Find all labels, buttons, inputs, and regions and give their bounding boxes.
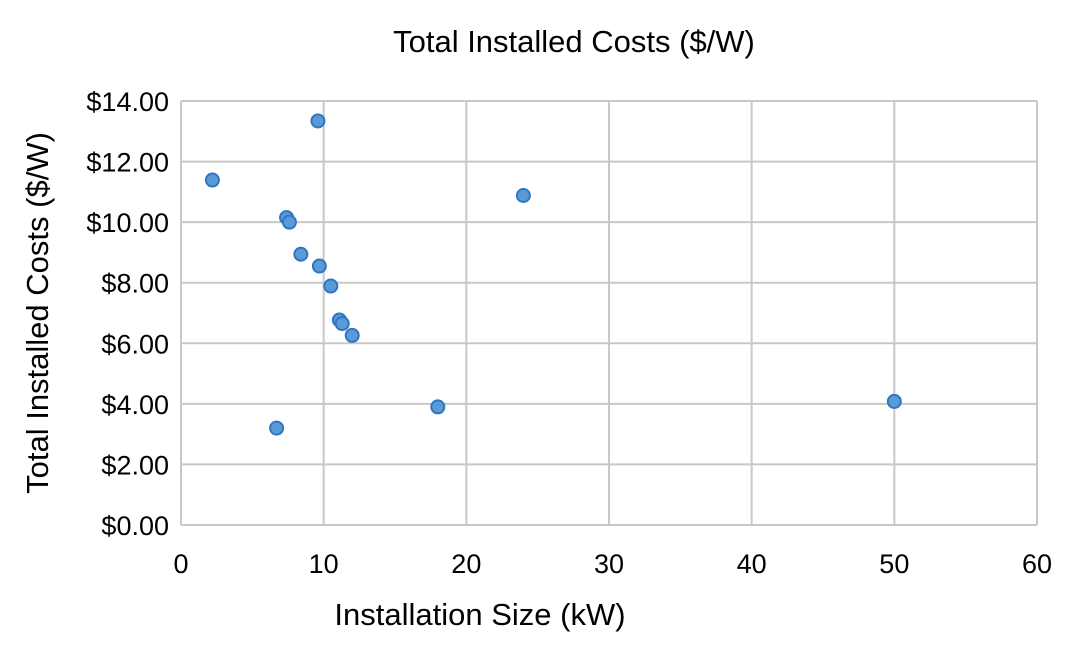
y-tick-label: $10.00 bbox=[86, 208, 169, 238]
data-point bbox=[334, 316, 350, 332]
x-tick-label: 50 bbox=[879, 549, 909, 579]
gridlines bbox=[180, 100, 1038, 526]
y-tick-label: $6.00 bbox=[101, 329, 169, 359]
data-point bbox=[293, 246, 309, 262]
x-tick-label: 0 bbox=[173, 549, 188, 579]
y-tick-label: $8.00 bbox=[101, 269, 169, 299]
data-point bbox=[430, 399, 446, 415]
x-tick-label: 30 bbox=[594, 549, 624, 579]
y-axis-label: Total Installed Costs ($/W) bbox=[20, 132, 55, 494]
data-point bbox=[886, 393, 902, 409]
y-tick-label: $12.00 bbox=[86, 148, 169, 178]
data-point bbox=[311, 258, 327, 274]
y-tick-labels: $0.00 $2.00 $4.00 $6.00 $8.00 $10.00 $12.00 $14… bbox=[86, 87, 169, 541]
y-tick-label: $2.00 bbox=[101, 450, 169, 480]
data-points bbox=[204, 113, 902, 436]
data-point bbox=[281, 214, 297, 230]
data-point bbox=[204, 172, 220, 188]
y-tick-label: $14.00 bbox=[86, 87, 169, 117]
y-tick-label: $4.00 bbox=[101, 390, 169, 420]
data-point bbox=[310, 113, 326, 129]
x-tick-label: 10 bbox=[309, 549, 339, 579]
y-tick-label: $0.00 bbox=[101, 511, 169, 541]
x-tick-labels: 0 10 20 30 40 50 60 bbox=[173, 549, 1052, 579]
x-axis-label: Installation Size (kW) bbox=[334, 597, 625, 632]
data-point bbox=[323, 278, 339, 294]
x-tick-label: 40 bbox=[737, 549, 767, 579]
data-point bbox=[515, 187, 531, 203]
data-point bbox=[269, 420, 285, 436]
x-tick-label: 60 bbox=[1022, 549, 1052, 579]
chart-title: Total Installed Costs ($/W) bbox=[393, 24, 755, 59]
x-tick-label: 20 bbox=[451, 549, 481, 579]
data-point bbox=[344, 327, 360, 343]
